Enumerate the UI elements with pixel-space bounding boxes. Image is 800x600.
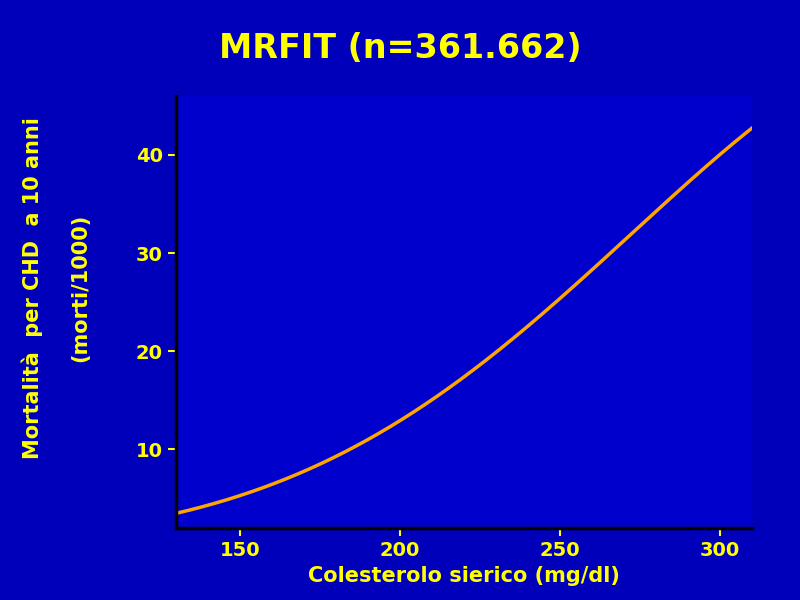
Text: Mortalità  per CHD  a 10 anni: Mortalità per CHD a 10 anni — [22, 117, 42, 459]
Text: MRFIT (n=361.662): MRFIT (n=361.662) — [218, 31, 582, 64]
Text: (morti/1000): (morti/1000) — [70, 214, 90, 362]
Text: Colesterolo sierico (mg/dl): Colesterolo sierico (mg/dl) — [308, 566, 620, 586]
